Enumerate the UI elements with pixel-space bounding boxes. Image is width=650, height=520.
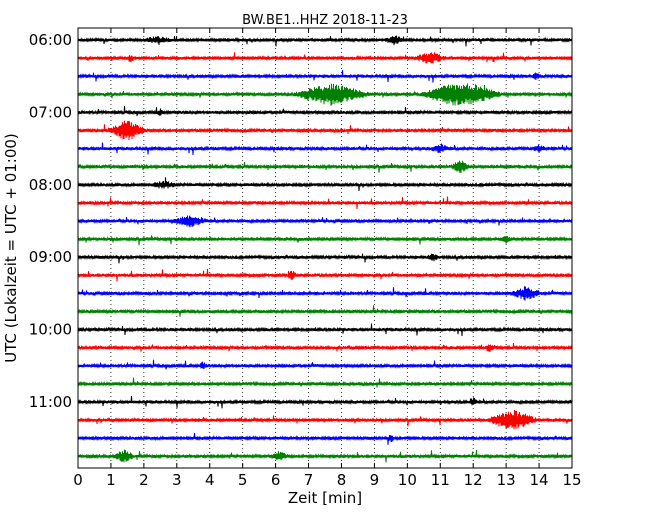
x-tick-label: 7: [304, 471, 314, 489]
seismogram-trace: [77, 177, 573, 192]
seismogram-trace: [77, 305, 573, 317]
seismogram-trace: [77, 253, 573, 264]
x-tick-label: 12: [464, 471, 483, 489]
x-tick-label: 9: [370, 471, 380, 489]
seismogram-trace: [77, 409, 573, 430]
x-tick-label: 14: [530, 471, 549, 489]
y-tick-label: 09:00: [29, 248, 72, 266]
y-tick-label: 11:00: [29, 393, 72, 411]
seismogram-trace: [77, 142, 573, 156]
x-tick-label: 4: [205, 471, 215, 489]
grid-lines: [110, 28, 540, 468]
x-tick-label: 1: [106, 471, 116, 489]
plot-frame: [77, 27, 573, 469]
x-axis-ticks: 0 1 2 3 4 5 6 7 8 9 10 11 12 13 14 15: [73, 28, 582, 489]
seismogram-trace: [77, 160, 573, 174]
x-tick-label: 15: [562, 471, 581, 489]
x-tick-label: 11: [431, 471, 450, 489]
seismogram-trace: [77, 268, 573, 282]
seismogram-trace: [77, 106, 573, 117]
seismogram-trace: [77, 323, 573, 337]
seismogram-trace: [77, 83, 573, 106]
x-tick-label: 3: [172, 471, 182, 489]
y-tick-label: 10:00: [29, 321, 72, 339]
seismogram-trace: [77, 52, 573, 64]
chart-title: BW.BE1..HHZ 2018-11-23: [242, 13, 408, 28]
y-axis-label: UTC (Lokalzeit = UTC + 01:00): [2, 133, 20, 363]
seismogram-trace: [77, 35, 573, 47]
x-tick-label: 10: [398, 471, 417, 489]
seismogram-trace: [77, 196, 573, 210]
seismogram-trace: [77, 343, 573, 352]
seismogram-trace: [77, 449, 573, 463]
seismogram-trace: [77, 286, 573, 301]
x-tick-label: 5: [238, 471, 248, 489]
seismogram-trace: [77, 432, 573, 445]
x-tick-label: 0: [73, 471, 83, 489]
x-tick-label: 6: [271, 471, 281, 489]
seismogram-trace: [77, 70, 573, 83]
y-axis-ticks: 06:00 07:00 08:00 09:00 10:00 11:00: [29, 31, 572, 411]
seismogram-trace: [77, 235, 573, 246]
seismogram-trace: [77, 359, 573, 370]
y-tick-label: 06:00: [29, 31, 72, 49]
x-tick-label: 2: [139, 471, 149, 489]
y-tick-label: 07:00: [29, 103, 72, 121]
y-tick-label: 08:00: [29, 176, 72, 194]
seismogram-trace: [77, 120, 573, 141]
x-tick-label: 8: [337, 471, 347, 489]
seismogram-trace: [77, 377, 573, 388]
x-tick-label: 13: [497, 471, 516, 489]
seismogram-trace: [77, 215, 573, 228]
trace-group: [77, 35, 573, 463]
x-axis-label: Zeit [min]: [288, 489, 362, 507]
seismogram-trace: [77, 395, 573, 409]
